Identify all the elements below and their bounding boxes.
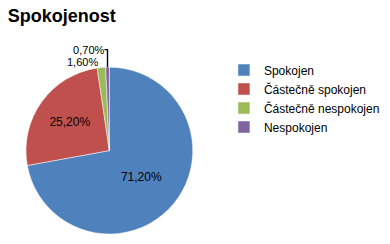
svg-text:Částečně spokojen: Částečně spokojen	[264, 82, 366, 97]
svg-text:71,20%: 71,20%	[121, 170, 162, 184]
svg-text:Nespokojen: Nespokojen	[264, 121, 327, 135]
svg-text:1,60%: 1,60%	[67, 56, 98, 68]
svg-text:Spokojen: Spokojen	[264, 64, 314, 78]
svg-text:25,20%: 25,20%	[49, 115, 90, 129]
svg-text:Spokojenost: Spokojenost	[8, 6, 116, 26]
svg-text:Částečně nespokojen: Částečně nespokojen	[264, 101, 379, 116]
svg-text:0,70%: 0,70%	[73, 44, 104, 56]
